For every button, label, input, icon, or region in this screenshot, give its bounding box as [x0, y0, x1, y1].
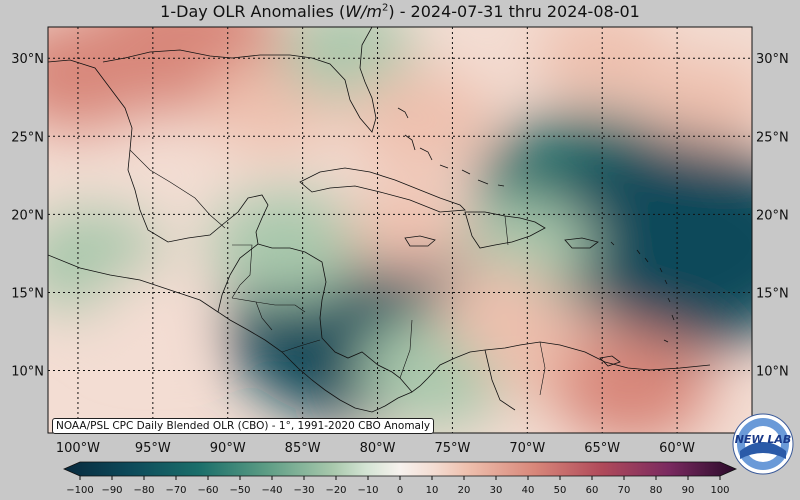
colorbar-label: −50: [229, 485, 250, 496]
noaa-logo: NEW LAB: [732, 413, 794, 475]
country-borders: [129, 149, 546, 396]
lon-tick-label: 90°W: [210, 441, 246, 456]
colorbar-label: 30: [490, 485, 503, 496]
colorbar-label: −100: [66, 485, 93, 496]
lat-tick-label-right: 15°N: [756, 286, 789, 301]
colorbar: −100 −90 −80 −70 −60 −50 −40 −30 −20 −10 0 10 20 30 40…: [63, 461, 737, 496]
lat-tick-label-right: 10°N: [756, 365, 789, 380]
colorbar-label: −20: [325, 485, 346, 496]
colorbar-label: 70: [618, 485, 631, 496]
colorbar-label: −60: [197, 485, 218, 496]
lon-tick-label: 85°W: [285, 441, 321, 456]
anomaly-region-6: [639, 57, 752, 154]
anomaly-region-17: [436, 264, 559, 352]
data-credit: NOAA/PSL CPC Daily Blended OLR (CBO) - 1…: [52, 418, 435, 434]
lat-tick-label-left: 30°N: [11, 52, 44, 67]
colorbar-label: −10: [357, 485, 378, 496]
colorbar-label: 0: [397, 485, 403, 496]
colorbar-label: 40: [522, 485, 535, 496]
colorbar-label: 10: [426, 485, 439, 496]
colorbar-label: −90: [101, 485, 122, 496]
lon-tick-label: 95°W: [135, 441, 171, 456]
colorbar-label: −70: [165, 485, 186, 496]
lat-tick-label-right: 30°N: [756, 52, 789, 67]
anomaly-region-5: [535, 27, 670, 107]
lat-tick-label-right: 25°N: [756, 130, 789, 145]
lon-tick-label: 65°W: [584, 441, 620, 456]
lat-tick-label-left: 15°N: [11, 286, 44, 301]
lat-tick-label-right: 20°N: [756, 208, 789, 223]
colorbar-label: 60: [586, 485, 599, 496]
coastlines: [48, 27, 711, 413]
colorbar-label: 50: [554, 485, 567, 496]
colorbar-label: 20: [458, 485, 471, 496]
colorbar-label: 80: [650, 485, 663, 496]
logo-text: NEW LAB: [735, 433, 792, 446]
colorbar-bar: [63, 461, 737, 477]
colorbar-label: −30: [293, 485, 314, 496]
colorbar-label: −40: [261, 485, 282, 496]
map-title: 1-Day OLR Anomalies (W/m2) - 2024-07-31 …: [160, 2, 640, 21]
lat-tick-label-left: 10°N: [11, 365, 44, 380]
colorbar-label: −80: [133, 485, 154, 496]
anomaly-region-4: [348, 68, 496, 174]
lon-tick-label: 75°W: [434, 441, 470, 456]
lon-tick-label: 100°W: [56, 441, 100, 456]
lon-tick-label: 60°W: [659, 441, 695, 456]
lat-tick-label-left: 25°N: [11, 130, 44, 145]
anomaly-region-16: [552, 329, 712, 433]
colorbar-label: 100: [710, 485, 729, 496]
lon-tick-label: 80°W: [360, 441, 396, 456]
colorbar-label: 90: [682, 485, 695, 496]
lat-tick-label-left: 20°N: [11, 208, 44, 223]
anomaly-region-8: [528, 139, 752, 353]
anomaly-region-1: [48, 27, 158, 131]
anomaly-region-11: [207, 188, 368, 303]
axis-labels: 100°W 95°W 90°W 85°W 80°W 75°W 70°W 65°W 60°W 30°…: [11, 52, 789, 456]
graticule: [48, 27, 752, 433]
lon-tick-label: 70°W: [509, 441, 545, 456]
